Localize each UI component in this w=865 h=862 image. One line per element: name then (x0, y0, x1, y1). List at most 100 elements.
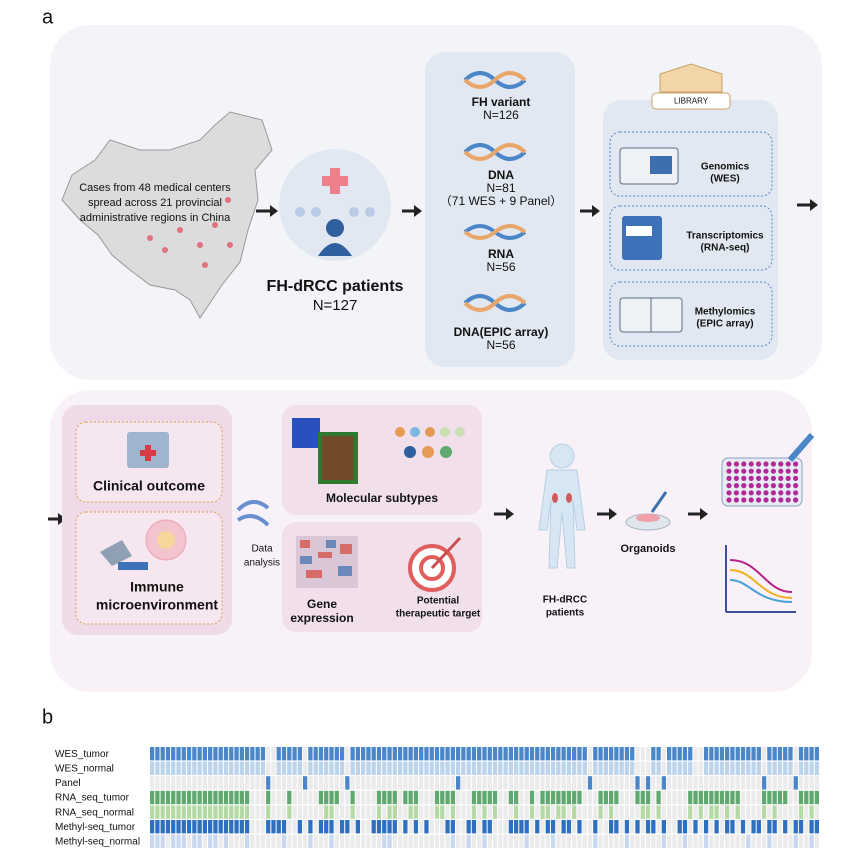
sample-cell (735, 747, 740, 761)
sample-cell (392, 776, 397, 790)
clinical-label: Clinical outcome (93, 478, 205, 494)
sample-cell (703, 761, 709, 775)
sample-cell (192, 761, 197, 775)
sample-cell (223, 747, 229, 761)
sample-cell (651, 834, 656, 848)
sample-cell (619, 776, 624, 790)
sample-cell (656, 805, 661, 819)
sample-cell (503, 820, 508, 834)
sample-cell (556, 834, 561, 848)
well (726, 490, 732, 496)
sample-cell (208, 834, 213, 848)
sample-cell (181, 747, 186, 761)
well (793, 497, 799, 503)
sample-cell (788, 820, 793, 834)
sample-cell (630, 761, 635, 775)
sample-cell (329, 747, 334, 761)
sample-cell (440, 761, 445, 775)
sample-cell (809, 834, 814, 848)
sample-cell (788, 776, 793, 790)
sample-cell (661, 834, 667, 848)
sample-cell (672, 834, 677, 848)
sample-cell (160, 820, 165, 834)
sample-cell (218, 834, 223, 848)
sample-cell (772, 805, 777, 819)
sample-cell (150, 790, 155, 805)
sample-cell (714, 820, 719, 834)
sample-cell (725, 747, 730, 761)
well (726, 475, 732, 481)
sample-cell (814, 761, 819, 775)
sample-cell (150, 776, 155, 790)
sample-cell (540, 761, 545, 775)
sample-cell (682, 747, 688, 761)
sample-cell (688, 790, 693, 805)
sample-cell (297, 761, 302, 775)
sample-cell (397, 747, 403, 761)
sample-cell (318, 805, 324, 819)
sample-cell (276, 834, 281, 848)
sample-cell (550, 805, 556, 819)
sample-cell (366, 776, 371, 790)
sample-cell (777, 761, 783, 775)
sample-cell (767, 820, 772, 834)
sample-cell (324, 747, 329, 761)
platform-name: (EPIC array) (696, 319, 753, 330)
sample-cell (440, 805, 445, 819)
platform-name: (RNA-seq) (701, 243, 750, 254)
sample-cell (740, 790, 746, 805)
sample-cell (524, 747, 529, 761)
sample-cell (450, 747, 455, 761)
sample-cell (572, 776, 577, 790)
sample-cell (487, 747, 492, 761)
sample-cell (466, 820, 471, 834)
sample-cell (677, 747, 682, 761)
sample-cell (445, 805, 450, 819)
sample-cell (793, 776, 798, 790)
sample-cell (197, 820, 202, 834)
sample-cell (376, 805, 382, 819)
sample-cell (281, 776, 287, 790)
sample-cell (767, 790, 772, 805)
sample-cell (361, 776, 366, 790)
sample-cell (361, 747, 366, 761)
sample-cell (223, 805, 229, 819)
sample-cell (471, 790, 477, 805)
sample-cell (202, 834, 208, 848)
sample-cell (561, 834, 566, 848)
sample-cell (477, 790, 482, 805)
sample-cell (751, 790, 756, 805)
sample-cell (714, 776, 719, 790)
sample-cell (661, 790, 667, 805)
sample-cell (171, 761, 176, 775)
sample-cell (361, 761, 366, 775)
sample-cell (229, 820, 234, 834)
sample-cell (440, 834, 445, 848)
sample-cell (751, 747, 756, 761)
sample-cell (397, 776, 403, 790)
well (778, 461, 784, 467)
sample-cell (318, 761, 324, 775)
sample-cell (524, 820, 529, 834)
sample-cell (667, 790, 672, 805)
sample-cell (471, 776, 477, 790)
expression-label: expression (290, 611, 353, 625)
cell-nucleus (157, 531, 175, 549)
sample-cell (455, 820, 461, 834)
sample-cell (213, 820, 218, 834)
sample-cell (746, 747, 751, 761)
sample-cell (239, 761, 244, 775)
sample-cell (735, 834, 740, 848)
sample-cell (318, 776, 324, 790)
sample-cell (382, 776, 387, 790)
sample-cell (593, 805, 598, 819)
sample-cell (229, 761, 234, 775)
sample-cell (329, 820, 334, 834)
sample-cell (471, 834, 477, 848)
sample-cell (740, 834, 746, 848)
sample-cell (292, 776, 297, 790)
sample-cell (461, 776, 466, 790)
kidney-icons (552, 493, 572, 503)
sample-cell (709, 820, 714, 834)
sample-cell (324, 790, 329, 805)
